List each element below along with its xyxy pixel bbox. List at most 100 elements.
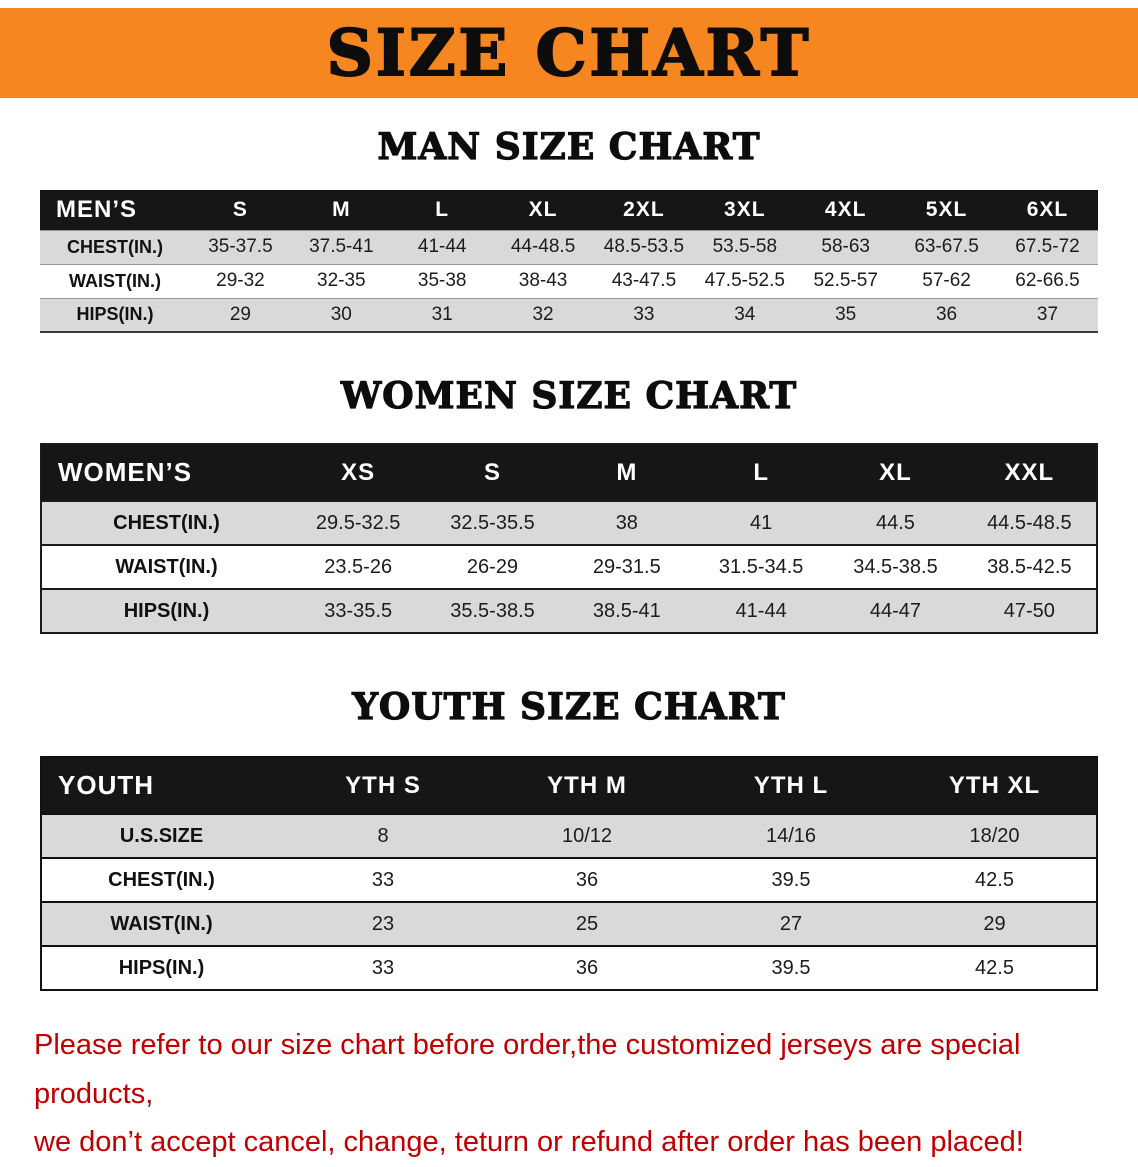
- size-value-cell: 38.5-41: [592, 599, 661, 622]
- row-label-cell: CHEST(IN.): [108, 868, 215, 891]
- size-value-cell: 31.5-34.5: [718, 555, 804, 578]
- size-value-cell: 36: [575, 868, 599, 891]
- size-header-cell: XL: [828, 444, 963, 501]
- table-row: HIPS(IN.) 29 30 31 32 33 34 35 36 37: [40, 298, 1098, 332]
- size-value-cell: 36: [575, 956, 599, 979]
- size-value-cell: 31: [431, 303, 453, 325]
- size-value-cell: 48.5-53.5: [603, 236, 685, 257]
- youth-section: YOUTH SIZE CHART YOUTH YTH S YTH M YTH L YTH…: [0, 634, 1138, 991]
- size-header-cell: M: [559, 444, 694, 501]
- row-label-cell: HIPS(IN.): [123, 599, 210, 622]
- size-value-cell: 42.5: [975, 956, 1014, 979]
- size-value-cell: 41-44: [417, 236, 467, 257]
- size-value-cell: 32.5-35.5: [450, 511, 535, 534]
- size-value-cell: 38: [615, 511, 638, 534]
- size-value-cell: 29-32: [216, 270, 265, 291]
- size-value-cell: 36: [935, 303, 958, 325]
- size-value-cell: 33: [633, 303, 655, 325]
- size-value-cell: 63-67.5: [914, 236, 979, 257]
- size-header-cell: S: [425, 444, 560, 501]
- size-value-cell: 32-35: [317, 270, 366, 291]
- women-section: WOMEN SIZE CHART WOMEN’S XS S M L XL XXL CHEST(…: [0, 333, 1138, 634]
- youth-size-table: YOUTH YTH S YTH M YTH L YTH XL U.S.SIZE 8 10/12…: [40, 756, 1098, 991]
- table-row: HIPS(IN.) 33 36 39.5 42.5: [41, 946, 1097, 990]
- size-value-cell: 14/16: [765, 824, 817, 847]
- size-value-cell: 35-38: [417, 270, 467, 291]
- size-value-cell: 39.5: [771, 868, 811, 891]
- table-row: CHEST(IN.) 35-37.5 37.5-41 41-44 44-48.5 48.5…: [40, 230, 1098, 264]
- youth-section-heading: YOUTH SIZE CHART: [352, 685, 786, 728]
- size-value-cell: 41: [750, 511, 773, 534]
- size-value-cell: 47.5-52.5: [704, 270, 785, 291]
- size-header-cell: M: [290, 190, 392, 230]
- size-header-cell: YTH XL: [893, 757, 1097, 814]
- size-value-cell: 33: [371, 868, 395, 891]
- women-size-table: WOMEN’S XS S M L XL XXL CHEST(IN.) 29.5-32.5 32.5…: [40, 443, 1098, 634]
- size-header-cell: YTH S: [281, 757, 485, 814]
- row-label-cell: WAIST(IN.): [115, 555, 218, 578]
- table-row: WAIST(IN.) 29-32 32-35 35-38 38-43 43-47.5 47.…: [40, 264, 1098, 298]
- size-value-cell: 58-63: [821, 236, 870, 257]
- table-row: CHEST(IN.) 33 36 39.5 42.5: [41, 858, 1097, 902]
- table-title-cell: WOMEN’S: [41, 444, 291, 501]
- table-row: WAIST(IN.) 23 25 27 29: [41, 902, 1097, 946]
- size-value-cell: 33: [371, 956, 395, 979]
- men-section-heading: MAN SIZE CHART: [377, 125, 761, 168]
- table-header-row: WOMEN’S XS S M L XL XXL: [41, 444, 1097, 501]
- size-value-cell: 38.5-42.5: [987, 555, 1072, 578]
- size-value-cell: 67.5-72: [1015, 236, 1080, 257]
- page-title: SIZE CHART: [326, 15, 812, 92]
- size-value-cell: 29.5-32.5: [315, 511, 401, 534]
- size-value-cell: 23: [371, 912, 395, 935]
- size-value-cell: 35: [835, 303, 857, 325]
- footnote-line-1: Please refer to our size chart before or…: [34, 1029, 1021, 1110]
- table-title-cell: MEN’S: [40, 190, 190, 230]
- size-header-cell: 5XL: [896, 190, 997, 230]
- size-value-cell: 32: [532, 303, 554, 325]
- size-value-cell: 34.5-38.5: [853, 555, 938, 578]
- table-header-row: MEN’S S M L XL 2XL 3XL 4XL 5XL 6XL: [40, 190, 1098, 230]
- size-value-cell: 25: [575, 912, 599, 935]
- size-header-cell: L: [391, 190, 493, 230]
- size-value-cell: 62-66.5: [1015, 270, 1080, 291]
- table-header-row: YOUTH YTH S YTH M YTH L YTH XL: [41, 757, 1097, 814]
- size-value-cell: 37: [1036, 303, 1059, 325]
- size-value-cell: 53.5-58: [712, 236, 778, 257]
- size-value-cell: 39.5: [771, 956, 811, 979]
- row-label-cell: CHEST(IN.): [67, 236, 163, 257]
- row-label-cell: WAIST(IN.): [69, 270, 161, 291]
- size-value-cell: 41-44: [735, 599, 787, 622]
- men-section: MAN SIZE CHART MEN’S S M L XL 2XL 3XL 4XL 5XL 6XL…: [0, 98, 1138, 333]
- size-header-cell: 2XL: [593, 190, 695, 230]
- size-value-cell: 30: [330, 303, 352, 325]
- size-value-cell: 33-35.5: [324, 599, 393, 622]
- table-title-cell: YOUTH: [41, 757, 281, 814]
- men-size-table: MEN’S S M L XL 2XL 3XL 4XL 5XL 6XL CHEST(IN.) 35-37…: [40, 190, 1098, 333]
- size-value-cell: 35-37.5: [208, 236, 273, 257]
- size-value-cell: 18/20: [969, 824, 1020, 847]
- footnote: Please refer to our size chart before or…: [34, 1021, 1104, 1167]
- size-header-cell: YTH M: [485, 757, 689, 814]
- table-row: CHEST(IN.) 29.5-32.5 32.5-35.5 38 41 44.5 44.5…: [41, 501, 1097, 545]
- size-value-cell: 37.5-41: [309, 236, 374, 257]
- size-header-cell: XL: [492, 190, 594, 230]
- row-label-cell: HIPS(IN.): [118, 956, 205, 979]
- size-header-cell: S: [190, 190, 291, 230]
- size-value-cell: 34: [734, 303, 756, 325]
- size-value-cell: 10/12: [561, 824, 613, 847]
- size-header-cell: YTH L: [689, 757, 893, 814]
- size-value-cell: 26-29: [466, 555, 519, 578]
- size-value-cell: 29-31.5: [592, 555, 661, 578]
- size-value-cell: 35.5-38.5: [450, 599, 535, 622]
- footnote-line-2: we don’t accept cancel, change, teturn o…: [34, 1126, 1024, 1159]
- size-value-cell: 42.5: [975, 868, 1014, 891]
- row-label-cell: WAIST(IN.): [110, 912, 213, 935]
- size-header-cell: XXL: [962, 444, 1097, 501]
- banner: SIZE CHART: [0, 8, 1138, 98]
- size-header-cell: L: [693, 444, 829, 501]
- table-row: WAIST(IN.) 23.5-26 26-29 29-31.5 31.5-34.5 34…: [41, 545, 1097, 589]
- size-header-cell: 3XL: [694, 190, 796, 230]
- size-value-cell: 8: [377, 824, 389, 847]
- size-value-cell: 29: [983, 912, 1006, 935]
- size-value-cell: 47-50: [1003, 599, 1055, 622]
